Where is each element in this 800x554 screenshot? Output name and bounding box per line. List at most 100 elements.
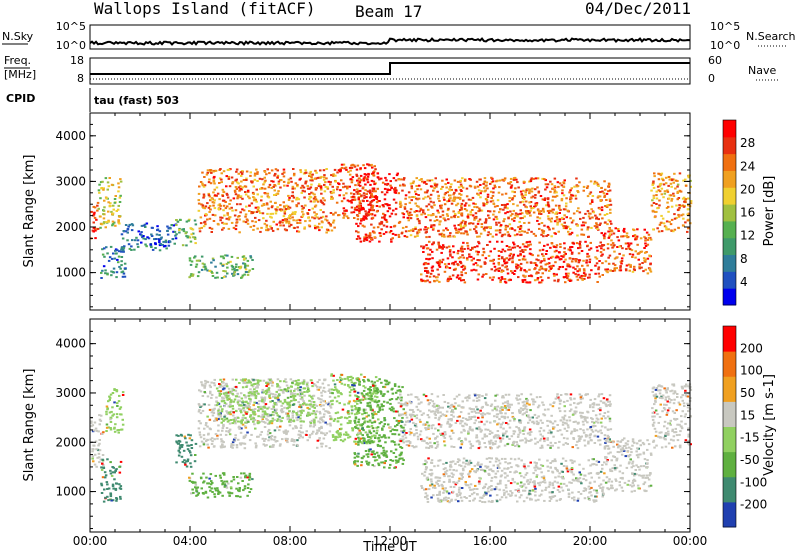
power-cell <box>565 274 568 277</box>
power-cell <box>342 182 345 185</box>
velocity-cell <box>238 488 241 491</box>
power-cell <box>364 177 368 180</box>
velocity-cell <box>109 493 113 496</box>
velocity-cell <box>283 400 287 403</box>
power-cell <box>264 192 267 195</box>
velocity-cell <box>371 409 374 412</box>
power-cell <box>525 281 528 284</box>
power-cell <box>363 173 367 176</box>
power-cell <box>677 226 680 229</box>
velocity-cell <box>257 435 260 438</box>
power-cell <box>157 238 160 240</box>
power-cell <box>566 275 570 278</box>
velocity-cell <box>209 489 212 492</box>
velocity-cell <box>340 416 343 419</box>
velocity-cell <box>306 390 309 393</box>
power-cell <box>329 223 332 226</box>
power-cell <box>213 194 217 197</box>
velocity-cell <box>383 454 386 457</box>
power-cell <box>244 191 247 193</box>
power-cell <box>515 263 518 266</box>
velocity-cell <box>241 386 245 389</box>
power-cell <box>514 212 518 215</box>
power-cell <box>616 256 619 259</box>
velocity-cell <box>311 385 314 388</box>
power-cell <box>625 235 628 237</box>
power-cell <box>570 221 574 224</box>
velocity-cell <box>380 421 383 424</box>
power-cell <box>458 277 461 280</box>
power-cell <box>668 178 671 181</box>
velocity-cell <box>213 407 216 410</box>
power-cell <box>472 257 475 260</box>
power-cell <box>368 208 371 211</box>
power-cell <box>461 186 465 189</box>
velocity-cell <box>354 437 358 440</box>
power-cell <box>150 235 154 237</box>
velocity-cell <box>244 475 247 478</box>
power-cell <box>588 192 592 195</box>
power-cell <box>638 265 641 268</box>
velocity-cell <box>227 419 231 422</box>
power-cell <box>550 265 553 268</box>
velocity-cell <box>258 421 261 424</box>
velocity-cell <box>335 400 339 403</box>
power-cell <box>214 169 218 172</box>
velocity-cell <box>255 390 258 393</box>
power-cell <box>508 182 511 185</box>
velocity-cell <box>221 427 225 430</box>
power-cell <box>591 216 594 219</box>
power-cell <box>422 247 425 250</box>
power-cell <box>669 194 673 197</box>
power-cell <box>498 186 501 189</box>
power-cell <box>655 203 658 205</box>
power-cell <box>316 176 320 179</box>
velocity-cell <box>264 403 268 406</box>
power-cell <box>445 186 448 189</box>
velocity-cell <box>230 410 233 413</box>
power-cell <box>259 187 262 190</box>
power-cell <box>352 211 356 214</box>
power-cell <box>288 222 291 225</box>
power-cell <box>553 177 557 180</box>
power-cell <box>224 275 227 278</box>
velocity-cell <box>370 393 373 396</box>
velocity-cell <box>347 436 350 439</box>
power-cell <box>519 250 522 253</box>
power-cell <box>662 222 666 225</box>
power-cell <box>491 194 495 197</box>
velocity-cell <box>292 403 295 406</box>
velocity-cell <box>297 386 300 389</box>
velocity-cell <box>291 427 295 430</box>
velocity-cell <box>204 424 208 427</box>
power-cell <box>195 263 199 266</box>
velocity-cell <box>98 423 101 426</box>
power-cell <box>161 243 164 246</box>
velocity-cell <box>328 430 332 433</box>
velocity-cell <box>234 385 238 388</box>
velocity-cell <box>101 458 104 461</box>
power-cell <box>503 177 507 180</box>
power-cell <box>243 273 246 276</box>
power-cell <box>149 243 152 246</box>
power-cell <box>566 209 570 212</box>
power-cell <box>546 243 549 246</box>
velocity-cell <box>305 430 308 433</box>
power-cell <box>446 229 449 231</box>
power-cell <box>116 208 120 211</box>
velocity-cell <box>267 428 271 431</box>
power-cell <box>218 177 222 180</box>
power-cell <box>681 197 685 200</box>
power-cell <box>99 226 102 229</box>
velocity-cell <box>109 418 112 421</box>
power-cell <box>599 251 603 254</box>
power-cell <box>299 171 303 174</box>
power-cell <box>503 233 507 236</box>
power-cell <box>357 184 360 187</box>
power-cell <box>427 253 430 256</box>
velocity-cell <box>231 441 235 444</box>
velocity-cell <box>110 474 114 477</box>
power-cell <box>684 221 687 224</box>
velocity-cell <box>215 417 218 420</box>
power-cell <box>486 234 490 237</box>
